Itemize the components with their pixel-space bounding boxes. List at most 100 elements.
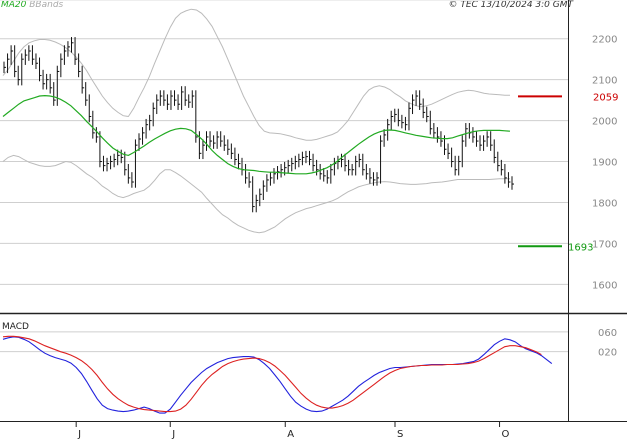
macd-y-tick-60: 060 xyxy=(598,328,617,339)
bband-upper-line xyxy=(2,8,510,141)
price-bar xyxy=(262,180,266,201)
price-bar xyxy=(412,94,415,115)
price-bar xyxy=(216,131,220,149)
price-bar xyxy=(70,37,74,53)
price-bar xyxy=(291,157,294,172)
x-tick-S: S xyxy=(397,429,403,440)
y-tick-1900: 1900 xyxy=(592,158,617,169)
y-tick-2200: 2200 xyxy=(592,35,617,46)
y-tick-1800: 1800 xyxy=(592,198,617,209)
price-bar xyxy=(429,110,433,135)
price-bar xyxy=(348,159,351,176)
price-bar xyxy=(202,139,205,160)
price-bar xyxy=(504,163,507,184)
signal-line xyxy=(2,335,542,413)
price-bar xyxy=(305,150,308,164)
price-bar xyxy=(365,163,369,180)
x-tick-J: J xyxy=(77,429,81,440)
price-bar xyxy=(88,94,92,123)
price-bar xyxy=(74,37,78,65)
price-bar xyxy=(500,159,504,176)
price-bar xyxy=(106,157,110,172)
price-bar xyxy=(326,170,330,184)
price-bars xyxy=(3,37,514,213)
price-bar xyxy=(390,110,394,131)
price-bar xyxy=(490,131,493,151)
price-bar xyxy=(461,135,465,168)
price-bar xyxy=(294,155,298,170)
price-bar xyxy=(31,45,35,65)
price-bar xyxy=(49,73,53,94)
price-bar xyxy=(110,155,113,170)
x-tick-O: O xyxy=(502,429,510,440)
macd-title: MACD xyxy=(2,322,29,332)
price-bar xyxy=(63,45,67,65)
price-bar xyxy=(479,135,483,151)
price-bar xyxy=(472,127,475,143)
price-bar xyxy=(422,98,426,119)
price-bar xyxy=(56,65,60,106)
price-bar xyxy=(298,153,301,168)
price-bar xyxy=(145,118,149,139)
bband-lower-line xyxy=(2,154,510,234)
price-bar xyxy=(117,149,120,166)
price-bar xyxy=(468,123,472,139)
price-bar xyxy=(419,90,422,110)
price-bar xyxy=(483,135,486,151)
price-bar xyxy=(3,61,6,74)
price-bar xyxy=(81,65,85,94)
price-bar xyxy=(447,143,451,160)
ma20-line xyxy=(2,94,511,175)
price-bar xyxy=(362,153,365,176)
price-bar xyxy=(191,90,195,108)
price-bar xyxy=(269,172,273,186)
y-tick-2100: 2100 xyxy=(592,76,617,87)
price-bar xyxy=(223,135,227,151)
price-bar xyxy=(408,102,411,131)
price-bar xyxy=(156,94,159,115)
price-bar xyxy=(245,163,248,184)
price-bar xyxy=(174,90,177,106)
chart-frame xyxy=(0,0,627,422)
price-bar xyxy=(184,86,188,106)
x-tick-J: J xyxy=(171,429,175,440)
price-bar xyxy=(21,53,24,86)
price-bar xyxy=(24,49,28,65)
price-bar xyxy=(28,45,31,61)
price-bar xyxy=(497,151,500,172)
price-bar xyxy=(394,108,397,123)
price-bar xyxy=(433,123,436,139)
price-bar xyxy=(205,131,209,151)
price-bar xyxy=(170,90,173,110)
price-bar xyxy=(163,90,166,106)
price-bar xyxy=(7,53,10,74)
copyright-label: © TEC 13/10/2024 3:0 GMT xyxy=(448,0,573,10)
price-bar xyxy=(92,110,95,139)
price-bar xyxy=(234,147,237,166)
price-bar xyxy=(85,82,88,106)
price-bar xyxy=(181,86,184,110)
price-bar xyxy=(134,139,138,188)
price-bar xyxy=(415,90,419,106)
price-bar xyxy=(152,102,156,127)
macd-line xyxy=(2,336,553,414)
price-bar xyxy=(426,106,429,123)
price-bar xyxy=(166,94,170,110)
price-bar xyxy=(330,163,333,184)
price-bar xyxy=(383,129,387,147)
price-bar xyxy=(273,168,276,184)
price-bar xyxy=(237,153,241,170)
price-bar xyxy=(113,153,117,168)
price-bar xyxy=(369,168,372,184)
price-bar xyxy=(46,73,49,90)
price-bar xyxy=(266,174,269,192)
price-bar xyxy=(35,53,38,69)
price-bar xyxy=(454,155,458,176)
price-bar xyxy=(127,163,131,184)
y-tick-2000: 2000 xyxy=(592,117,617,128)
ma20-legend: MA20 xyxy=(1,0,27,10)
price-bar xyxy=(358,153,362,168)
price-bar xyxy=(301,151,305,166)
price-bar xyxy=(337,155,340,170)
x-tick-A: A xyxy=(287,429,294,440)
